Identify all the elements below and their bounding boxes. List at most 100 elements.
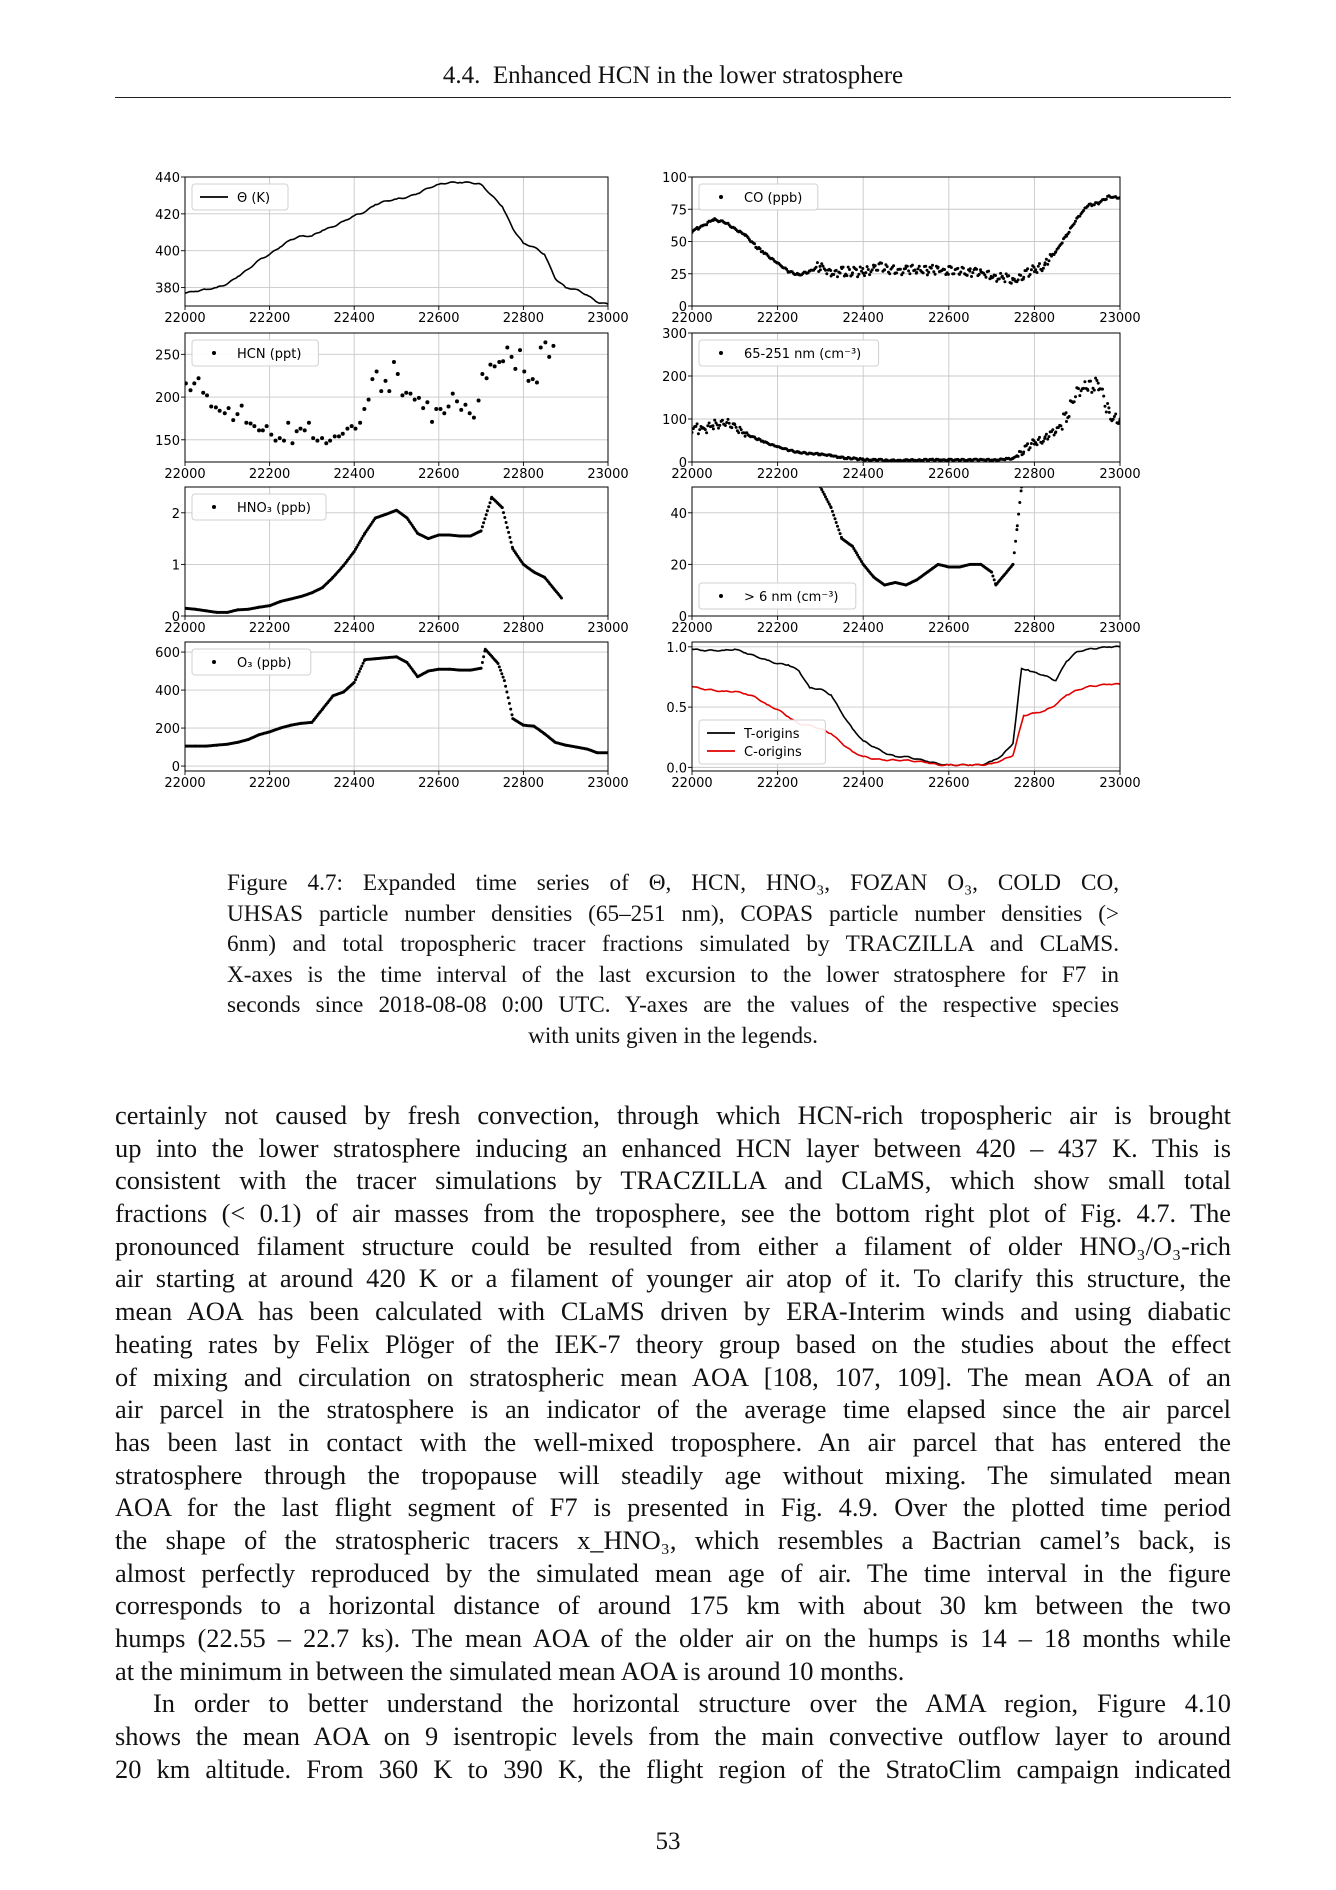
data-point: [480, 372, 485, 377]
x-tick-label: 22800: [1014, 311, 1055, 326]
data-point: [1067, 415, 1071, 418]
body-text-line: has been last in contact with the well-m…: [115, 1426, 1231, 1457]
data-point: [821, 490, 825, 494]
data-point: [497, 360, 502, 365]
data-point: [1054, 430, 1058, 434]
panel-uhsas: 22000 22200 22400 22600 22800 23000 0 100 200 300…: [662, 327, 1141, 482]
data-point: [1107, 406, 1111, 410]
data-point: [1072, 222, 1076, 226]
data-point: [717, 426, 720, 430]
data-point: [1092, 203, 1096, 207]
data-point: [1032, 439, 1036, 443]
plot-area: [818, 487, 1024, 587]
data-point: [1038, 435, 1041, 439]
data-point: [1065, 420, 1068, 423]
y-tick-label: 300: [662, 327, 687, 342]
data-point: [927, 270, 931, 274]
data-point: [987, 269, 991, 273]
data-point: [1082, 209, 1086, 212]
data-point: [826, 500, 830, 504]
y-tick-label: 0: [172, 610, 180, 625]
data-point: [547, 354, 552, 359]
data-point: [500, 506, 504, 510]
data-point: [1065, 234, 1068, 238]
legend-box: [191, 183, 289, 211]
data-point: [727, 421, 731, 425]
data-point: [820, 488, 824, 491]
data-point: [851, 544, 854, 548]
data-point: [1009, 281, 1013, 285]
body-text-line: AOA for the last flight segment of F7 is…: [115, 1492, 1231, 1523]
data-point: [538, 345, 543, 350]
data-point: [257, 428, 262, 433]
body-text-line: of mixing and circulation on stratospher…: [115, 1361, 1231, 1392]
data-point: [730, 426, 734, 430]
data-point: [362, 407, 367, 412]
x-tick-label: 23000: [587, 467, 628, 482]
y-tick-label: 2: [172, 507, 180, 522]
data-point: [479, 529, 483, 533]
data-point: [733, 423, 737, 427]
data-point: [984, 275, 988, 279]
data-point: [506, 696, 510, 700]
data-point: [244, 420, 249, 425]
data-point: [226, 406, 231, 411]
legend-label: CO (ppb): [744, 191, 802, 206]
data-point: [852, 547, 856, 550]
data-point: [188, 388, 193, 393]
panel-hcn: 22000 22200 22400 22600 22800 23000 150 200 250 H…: [155, 332, 629, 482]
data-point: [864, 271, 868, 275]
data-point: [1072, 400, 1076, 404]
data-point: [916, 267, 920, 271]
data-point: [1092, 388, 1096, 392]
data-point: [706, 424, 710, 428]
data-point: [1104, 197, 1108, 201]
x-tick-label: 22600: [928, 776, 969, 791]
data-point: [904, 267, 908, 270]
data-point: [534, 380, 539, 385]
data-point: [1019, 450, 1023, 454]
data-point: [503, 516, 507, 519]
data-point: [1011, 562, 1015, 566]
data-point: [1044, 432, 1048, 436]
x-tick-label: 22200: [757, 621, 798, 636]
data-point: [858, 557, 862, 561]
data-point: [260, 428, 265, 433]
data-point: [430, 419, 435, 424]
body-text-line: consistent with the tracer simulations b…: [115, 1165, 1231, 1196]
data-point: [311, 436, 316, 441]
data-point: [830, 509, 834, 513]
data-point: [739, 428, 743, 432]
data-point: [480, 525, 484, 529]
data-point: [476, 398, 481, 403]
data-point: [361, 661, 365, 665]
data-point: [1034, 441, 1038, 445]
data-point: [306, 420, 311, 425]
panel-hno3: 22000 22200 22400 22600 22800 23000 0 1 2 HNO₃ (p…: [164, 486, 629, 636]
data-point: [943, 268, 946, 271]
data-point: [501, 359, 506, 364]
data-point: [968, 269, 972, 273]
y-tick-label: 1: [172, 558, 180, 573]
series-line-theta-0: [185, 181, 608, 305]
data-point: [504, 521, 508, 524]
data-point: [434, 407, 439, 412]
legend-label: > 6 nm (cm⁻³): [744, 590, 839, 605]
data-point: [895, 271, 899, 275]
data-point: [1077, 387, 1080, 391]
data-point: [933, 272, 937, 276]
data-point: [526, 378, 531, 383]
data-point: [1082, 386, 1086, 390]
data-point: [738, 425, 742, 429]
data-point: [718, 423, 722, 427]
data-point: [851, 271, 854, 275]
data-point: [696, 432, 700, 436]
data-point: [505, 345, 510, 350]
axes-frame: [691, 486, 1121, 617]
x-tick-label: 22000: [671, 776, 712, 791]
data-point: [713, 418, 717, 422]
data-point: [235, 412, 240, 417]
data-point: [421, 406, 426, 411]
data-point: [698, 428, 702, 432]
legend-label: T-origins: [743, 727, 800, 742]
